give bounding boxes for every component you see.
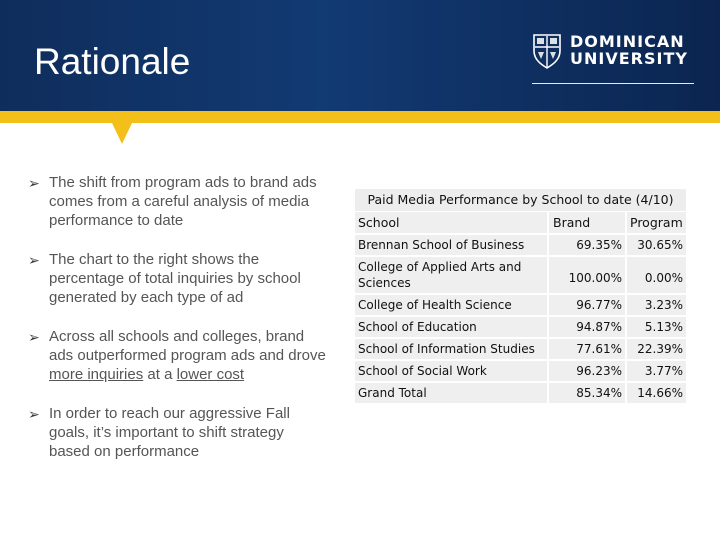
cell-school: College of Applied Arts and Sciences	[355, 257, 547, 293]
link-lower-cost[interactable]: lower cost	[176, 366, 245, 383]
cell-brand: 77.61%	[547, 339, 625, 359]
table-row: School of Social Work 96.23% 3.77%	[355, 361, 686, 383]
gold-pointer-triangle	[112, 123, 132, 144]
bullet-text: Across all schools and colleges, brand a…	[49, 328, 326, 383]
cell-school: School of Social Work	[355, 361, 547, 381]
cell-school: Grand Total	[355, 383, 547, 403]
cell-brand: 100.00%	[547, 257, 625, 293]
table-header-row: School Brand Program	[355, 212, 686, 235]
slide-title: Rationale	[34, 41, 191, 82]
bullet-text: The shift from program ads to brand ads …	[49, 174, 317, 229]
cell-program: 0.00%	[625, 257, 686, 293]
shield-icon	[533, 34, 561, 69]
bullet-item: ➢ Across all schools and colleges, brand…	[28, 327, 328, 384]
cell-school: School of Information Studies	[355, 339, 547, 359]
bullet-item: ➢ The chart to the right shows the perce…	[28, 250, 328, 307]
arrow-bullet-icon: ➢	[28, 406, 40, 422]
cell-brand: 94.87%	[547, 317, 625, 337]
slide-header: Rationale DOMINICAN UNIVERSITY	[0, 0, 720, 111]
arrow-bullet-icon: ➢	[28, 252, 40, 268]
cell-brand: 85.34%	[547, 383, 625, 403]
logo-line-dominican: DOMINICAN	[570, 32, 685, 51]
bullet-text: In order to reach our aggressive Fall go…	[49, 405, 290, 460]
header-brand: Brand	[547, 212, 625, 233]
bullet-item: ➢ The shift from program ads to brand ad…	[28, 173, 328, 230]
performance-table: Paid Media Performance by School to date…	[355, 189, 686, 405]
table-row: Brennan School of Business 69.35% 30.65%	[355, 235, 686, 257]
cell-program: 14.66%	[625, 383, 686, 403]
table-row-grand-total: Grand Total 85.34% 14.66%	[355, 383, 686, 405]
logo-line-university: UNIVERSITY	[570, 49, 688, 68]
table-row: College of Applied Arts and Sciences 100…	[355, 257, 686, 295]
cell-brand: 96.23%	[547, 361, 625, 381]
bullet-item: ➢ In order to reach our aggressive Fall …	[28, 404, 328, 461]
cell-program: 22.39%	[625, 339, 686, 359]
cell-program: 3.23%	[625, 295, 686, 315]
cell-brand: 96.77%	[547, 295, 625, 315]
arrow-bullet-icon: ➢	[28, 175, 40, 191]
header-school: School	[355, 212, 547, 233]
cell-program: 5.13%	[625, 317, 686, 337]
table-row: School of Information Studies 77.61% 22.…	[355, 339, 686, 361]
bullet-text: The chart to the right shows the percent…	[49, 251, 301, 306]
dominican-university-logo: DOMINICAN UNIVERSITY	[532, 33, 697, 85]
cell-brand: 69.35%	[547, 235, 625, 255]
cell-program: 3.77%	[625, 361, 686, 381]
bullet-list: ➢ The shift from program ads to brand ad…	[28, 173, 328, 481]
arrow-bullet-icon: ➢	[28, 329, 40, 345]
cell-school: School of Education	[355, 317, 547, 337]
table-row: College of Health Science 96.77% 3.23%	[355, 295, 686, 317]
link-more-inquiries[interactable]: more inquiries	[49, 366, 144, 383]
table-title: Paid Media Performance by School to date…	[355, 189, 686, 212]
table-row: School of Education 94.87% 5.13%	[355, 317, 686, 339]
header-program: Program	[625, 212, 686, 233]
logo-divider	[532, 83, 694, 84]
cell-school: Brennan School of Business	[355, 235, 547, 255]
gold-accent-bar	[0, 111, 720, 123]
cell-program: 30.65%	[625, 235, 686, 255]
cell-school: College of Health Science	[355, 295, 547, 315]
